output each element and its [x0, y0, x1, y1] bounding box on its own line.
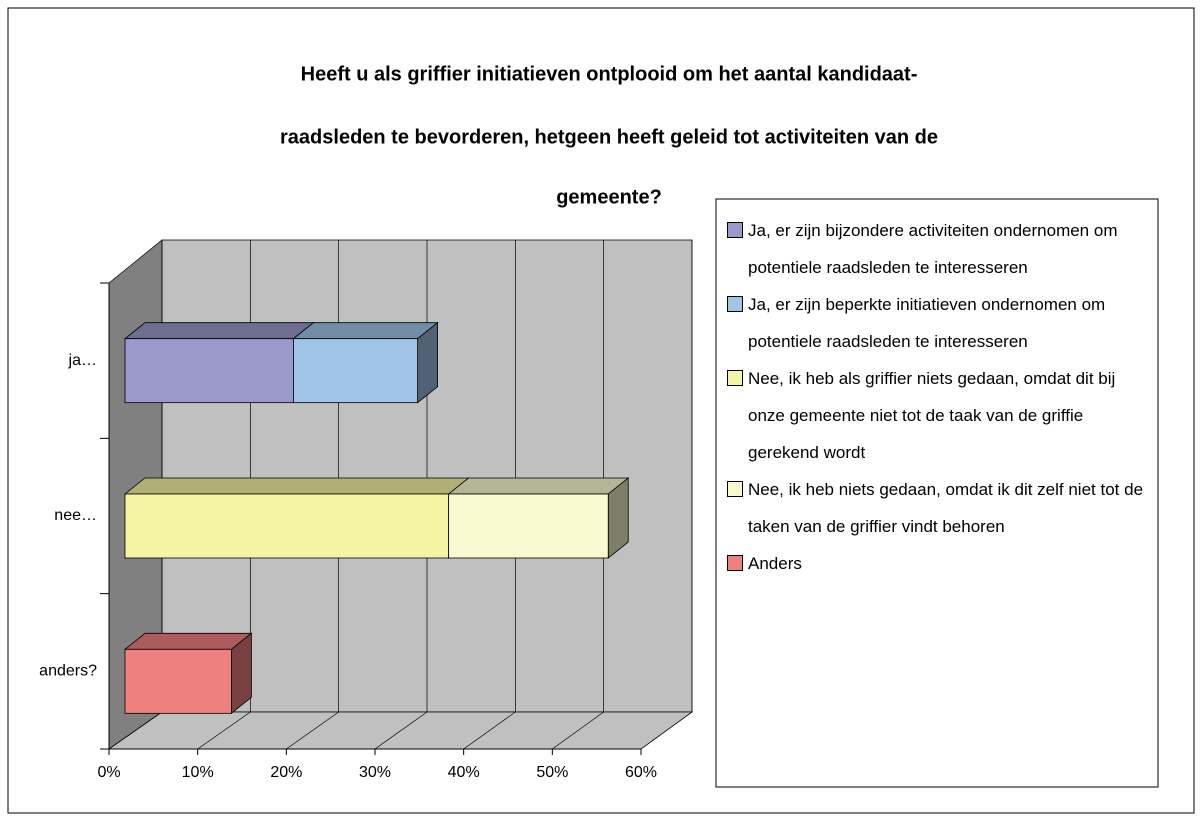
grid-line [374, 711, 428, 750]
legend-item: Ja, er zijn bijzondere activiteiten onde… [722, 212, 1154, 286]
bar [293, 338, 419, 404]
x-tick-label: 40% [448, 764, 480, 781]
legend-item: Nee, ik heb als griffier niets gedaan, o… [722, 360, 1154, 471]
x-tick-label: 50% [536, 764, 568, 781]
grid-line [197, 711, 251, 750]
grid-line [108, 711, 163, 750]
bar-top [123, 477, 470, 495]
legend [715, 198, 1159, 788]
legend-list: Ja, er zijn bijzondere activiteiten onde… [722, 212, 1154, 582]
grid-line [552, 711, 604, 750]
legend-label: Anders [748, 554, 802, 573]
grid-line [286, 711, 339, 750]
legend-swatch [727, 296, 743, 312]
bar [124, 493, 450, 559]
chart-title: raadsleden te bevorderen, hetgeen heeft … [280, 126, 938, 148]
legend-item: Nee, ik heb niets gedaan, omdat ik dit z… [722, 471, 1154, 545]
y-tick-label: anders? [39, 663, 97, 680]
bar-top [292, 322, 439, 340]
chart-title: Heeft u als griffier initiatieven ontplo… [301, 63, 918, 85]
bar-top [123, 632, 253, 650]
x-tick-label: 60% [625, 764, 657, 781]
legend-swatch [727, 222, 743, 238]
x-tick-label: 10% [182, 764, 214, 781]
legend-item: Ja, er zijn beperkte initiatieven ondern… [722, 286, 1154, 360]
chart-title: gemeente? [556, 186, 662, 208]
legend-label: Ja, er zijn bijzondere activiteiten onde… [748, 221, 1118, 277]
bar [124, 648, 232, 714]
bar-top [123, 322, 315, 340]
legend-swatch [727, 370, 743, 386]
bar [124, 338, 294, 404]
legend-swatch [727, 481, 743, 497]
legend-label: Nee, ik heb niets gedaan, omdat ik dit z… [748, 480, 1144, 536]
bar-top [447, 477, 630, 495]
y-tick-label: ja… [68, 352, 97, 369]
y-tick-label: nee… [54, 507, 97, 524]
legend-swatch [727, 555, 743, 571]
legend-label: Nee, ik heb als griffier niets gedaan, o… [748, 369, 1116, 462]
bar [448, 493, 609, 559]
x-tick-label: 20% [270, 764, 302, 781]
x-tick-label: 30% [359, 764, 391, 781]
grid-line [640, 711, 693, 750]
legend-items: Ja, er zijn bijzondere activiteiten onde… [722, 212, 1154, 582]
legend-label: Ja, er zijn beperkte initiatieven ondern… [748, 295, 1106, 351]
x-tick-label: 0% [97, 764, 120, 781]
grid-line [463, 711, 516, 750]
legend-item: Anders [722, 545, 1154, 582]
